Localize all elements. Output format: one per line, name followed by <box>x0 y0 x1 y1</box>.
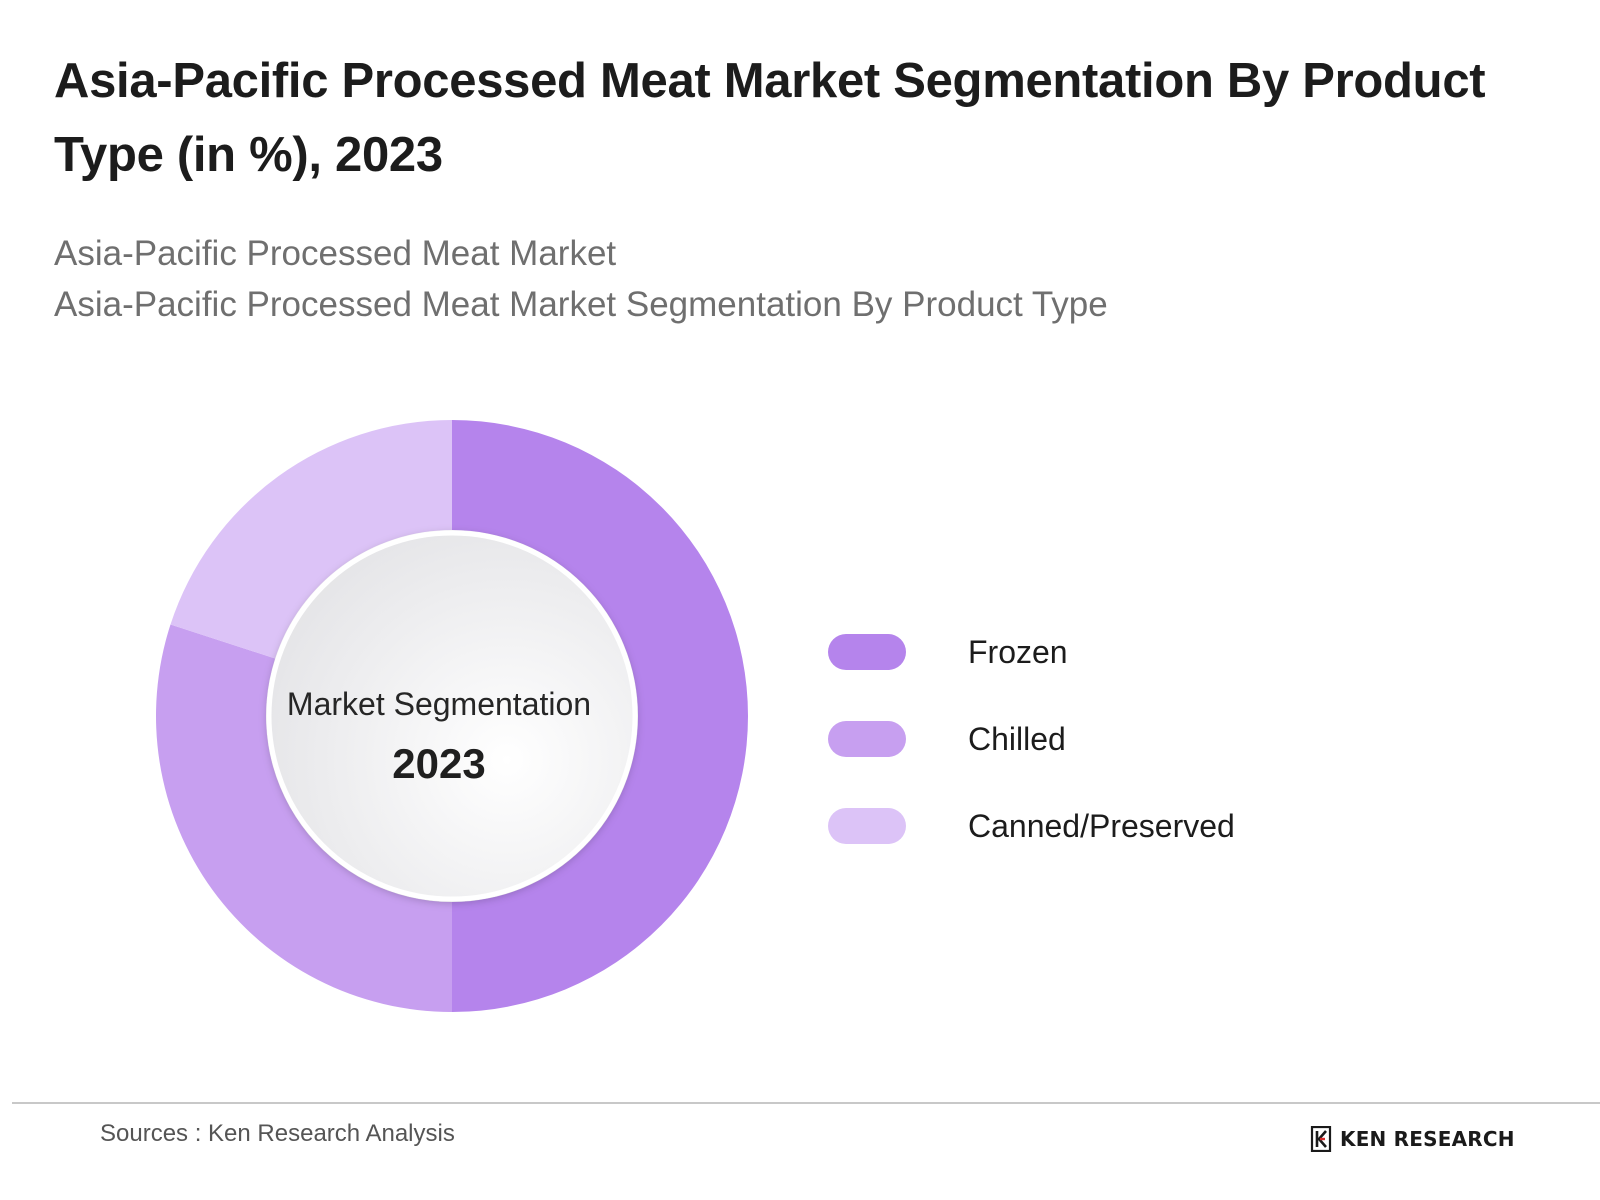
legend-label-chilled: Chilled <box>968 721 1066 757</box>
legend-swatch-frozen <box>828 634 906 670</box>
ken-research-logo-icon <box>1310 1126 1332 1152</box>
legend-swatch-canned-preserved <box>828 808 906 844</box>
source-note: Sources : Ken Research Analysis <box>100 1120 455 1147</box>
legend-label-canned-preserved: Canned/Preserved <box>968 808 1235 844</box>
legend-label-frozen: Frozen <box>968 634 1068 670</box>
legend-item-chilled: Chilled <box>828 717 1428 804</box>
brand-logo: KEN RESEARCH <box>1310 1124 1515 1154</box>
slice-chilled <box>156 624 452 1012</box>
legend-item-canned-preserved: Canned/Preserved <box>828 804 1428 891</box>
brand-name: KEN RESEARCH <box>1340 1127 1515 1151</box>
chart-legend: Frozen Chilled Canned/Preserved <box>828 630 1428 891</box>
donut-center-label: Market Segmentation <box>286 686 592 722</box>
donut-slices <box>156 420 748 1012</box>
slice-frozen <box>452 420 748 1012</box>
subtitle-market: Asia-Pacific Processed Meat Market <box>54 234 617 273</box>
page-title: Asia-Pacific Processed Meat Market Segme… <box>54 54 1486 182</box>
donut-chart <box>156 420 748 1012</box>
donut-center-disc <box>266 530 638 902</box>
legend-swatch-chilled <box>828 721 906 757</box>
donut-center-year: 2023 <box>392 740 486 787</box>
subtitle-segmentation: Asia-Pacific Processed Meat Market Segme… <box>54 285 1108 324</box>
footer-divider <box>12 1102 1600 1104</box>
slice-canned-preserved <box>170 420 452 659</box>
legend-item-frozen: Frozen <box>828 630 1428 717</box>
